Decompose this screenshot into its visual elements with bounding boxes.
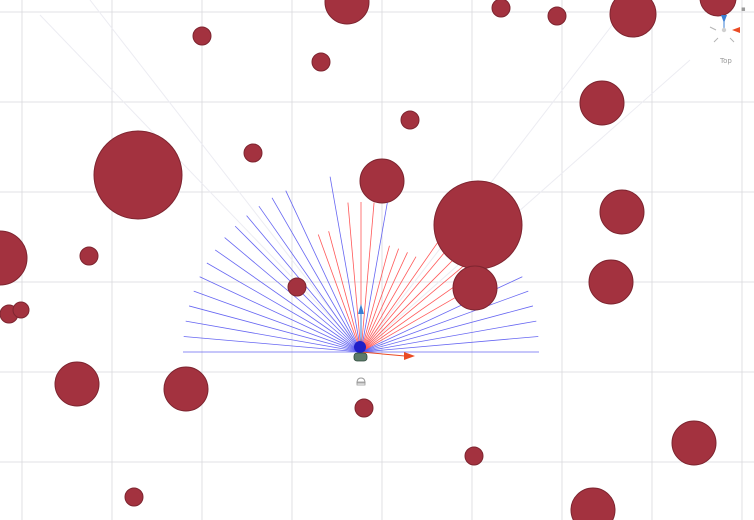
obstacle-sphere <box>599 189 645 235</box>
right-arrow-icon <box>404 352 415 360</box>
frustum-line <box>39 14 363 351</box>
obstacle-sphere <box>400 110 420 130</box>
obstacle-sphere <box>609 0 657 38</box>
gizmo-view-label: Top <box>719 57 732 65</box>
obstacle-sphere <box>0 230 28 286</box>
ray-clear <box>188 305 362 353</box>
ray-clear <box>329 176 362 353</box>
x-axis-cone[interactable] <box>732 27 740 33</box>
obstacle-sphere <box>54 361 100 407</box>
ray-hit <box>360 256 417 353</box>
ray-hit <box>360 248 465 353</box>
ray-clear <box>214 249 362 353</box>
obstacle-sphere <box>124 487 144 507</box>
ray-hit <box>360 202 375 353</box>
obstacle-sphere <box>12 301 30 319</box>
agent-body <box>354 341 366 353</box>
ray-hit <box>328 231 362 353</box>
obstacle-sphere <box>243 143 263 163</box>
obstacle-sphere <box>464 446 484 466</box>
ray-clear <box>185 320 362 353</box>
obstacle-sphere <box>491 0 511 18</box>
ray-hit <box>360 252 408 353</box>
ray-hit <box>360 234 461 353</box>
obstacle-sphere <box>671 420 717 466</box>
camera-gizmo[interactable] <box>356 377 366 386</box>
obstacle-sphere <box>354 398 374 418</box>
y-axis-cone[interactable] <box>721 15 727 23</box>
forward-arrow-icon <box>358 304 364 314</box>
obstacle-sphere <box>452 265 498 311</box>
obstacle-sphere <box>570 487 616 520</box>
obstacles <box>0 0 737 520</box>
ray-clear <box>183 336 362 353</box>
agent-marker-icon <box>353 352 368 362</box>
orientation-gizmo-icon[interactable] <box>709 15 740 43</box>
ray-clear <box>199 276 362 353</box>
frustum-line <box>89 0 363 351</box>
obstacle-sphere <box>192 26 212 46</box>
ray-hit <box>360 245 390 353</box>
ray-clear <box>285 190 362 353</box>
raycast-fan <box>183 176 539 353</box>
ray-hit <box>347 202 362 353</box>
ray-clear <box>360 276 523 353</box>
obstacle-sphere <box>163 366 209 412</box>
ray-clear <box>360 305 534 353</box>
ray-clear <box>206 262 362 353</box>
ray-clear <box>360 176 393 353</box>
obstacle-sphere <box>547 6 567 26</box>
orientation-gizmo[interactable]: Top ▪ <box>709 5 746 65</box>
obstacle-sphere <box>311 52 331 72</box>
ray-clear <box>258 205 362 353</box>
obstacle-sphere <box>359 158 405 204</box>
ray-hit <box>317 234 362 353</box>
ray-clear <box>360 290 529 353</box>
ray-clear <box>360 336 539 353</box>
ray-hit <box>360 261 469 353</box>
ray-clear <box>360 320 537 353</box>
frustum-line <box>361 59 691 351</box>
ray-hit <box>360 248 399 353</box>
right-axis <box>360 351 406 357</box>
ray-hit <box>360 275 470 353</box>
obstacle-sphere <box>433 180 523 270</box>
obstacle-sphere <box>324 0 370 25</box>
obstacle-sphere <box>579 80 625 126</box>
obstacle-sphere <box>699 0 737 17</box>
ray-clear <box>271 197 362 353</box>
obstacle-sphere <box>93 130 183 220</box>
ray-hit <box>360 288 470 353</box>
agent[interactable] <box>353 304 415 362</box>
camera-icon[interactable] <box>356 377 366 386</box>
obstacle-sphere <box>287 277 307 297</box>
obstacle-sphere <box>79 246 99 266</box>
obstacle-sphere <box>588 259 634 305</box>
ray-clear <box>193 290 362 353</box>
gizmo-lock-icon[interactable]: ▪ <box>741 5 746 13</box>
